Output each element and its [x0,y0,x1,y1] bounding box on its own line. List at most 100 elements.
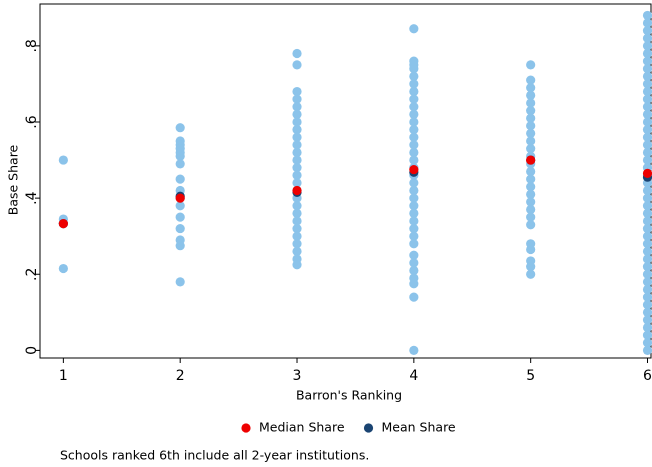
point [409,147,419,158]
point [175,241,185,251]
point [409,193,419,203]
x-tick-label: 2 [176,368,185,384]
point [292,231,302,241]
y-tick-label: .4 [24,191,40,204]
point [292,125,302,135]
point [526,244,536,255]
point [409,125,419,135]
point [642,277,652,287]
x-tick-label: 1 [59,368,68,384]
point [642,345,652,355]
point [292,178,302,188]
point [292,216,302,226]
point [409,64,419,74]
point [409,216,419,226]
point [292,117,302,127]
point [642,239,652,249]
point [642,284,652,295]
point [409,164,419,175]
point [526,105,536,116]
y-tick-label: .8 [24,39,40,52]
y-tick-label: 0 [24,346,40,355]
point [642,315,652,325]
point [409,250,419,260]
point [642,71,652,81]
x-tick-label: 6 [643,368,652,384]
x-tick-label: 4 [409,368,418,384]
point [526,182,536,192]
point [642,269,652,279]
point [292,155,302,165]
point [409,208,419,218]
point [175,277,185,287]
point [642,300,652,310]
point [409,79,419,89]
point [58,219,68,229]
point [642,18,652,28]
y-tick-label: .2 [24,268,40,281]
point [292,60,302,70]
point [526,212,536,222]
point [409,239,419,249]
point [526,174,536,184]
point [292,208,302,218]
point [409,86,419,97]
point [642,41,652,51]
point [409,185,419,196]
point [409,265,419,276]
point [526,189,536,199]
legend-marker [363,423,374,433]
point [642,254,652,264]
x-tick-label: 5 [526,368,535,384]
point [642,216,652,226]
point [526,136,536,146]
point [58,155,68,165]
x-axis-label: Barron's Ranking [296,388,402,403]
point [642,330,652,340]
point [175,159,185,169]
point [292,239,302,249]
point [526,144,536,154]
point [642,117,652,127]
point [292,163,302,173]
point [175,193,185,203]
point [409,279,419,289]
point [642,223,652,234]
point [642,125,652,135]
x-tick-label: 3 [293,368,302,384]
point [642,185,652,196]
point [642,140,652,150]
point [642,109,652,119]
point [175,223,185,234]
point [409,231,419,241]
point [526,262,536,272]
point [409,109,419,119]
point [409,292,419,302]
point [642,322,652,333]
plot-frame [39,3,652,359]
point [409,94,419,104]
point [292,147,302,158]
point [642,231,652,241]
point [526,269,536,279]
legend-label: Mean Share [382,420,456,435]
legend-label: Median Share [259,420,345,435]
point [58,263,68,274]
legend-marker [241,423,251,433]
point [175,201,185,211]
point [409,71,419,81]
point [409,140,419,150]
point [642,132,652,142]
point [292,140,302,150]
point [526,197,536,207]
point [526,90,536,100]
point [409,201,419,211]
point [642,193,652,203]
point [642,292,652,302]
point [292,170,302,180]
point [292,109,302,119]
y-axis-label: Base Share [6,144,21,215]
point [526,204,536,215]
point [526,75,536,85]
point [175,174,185,184]
